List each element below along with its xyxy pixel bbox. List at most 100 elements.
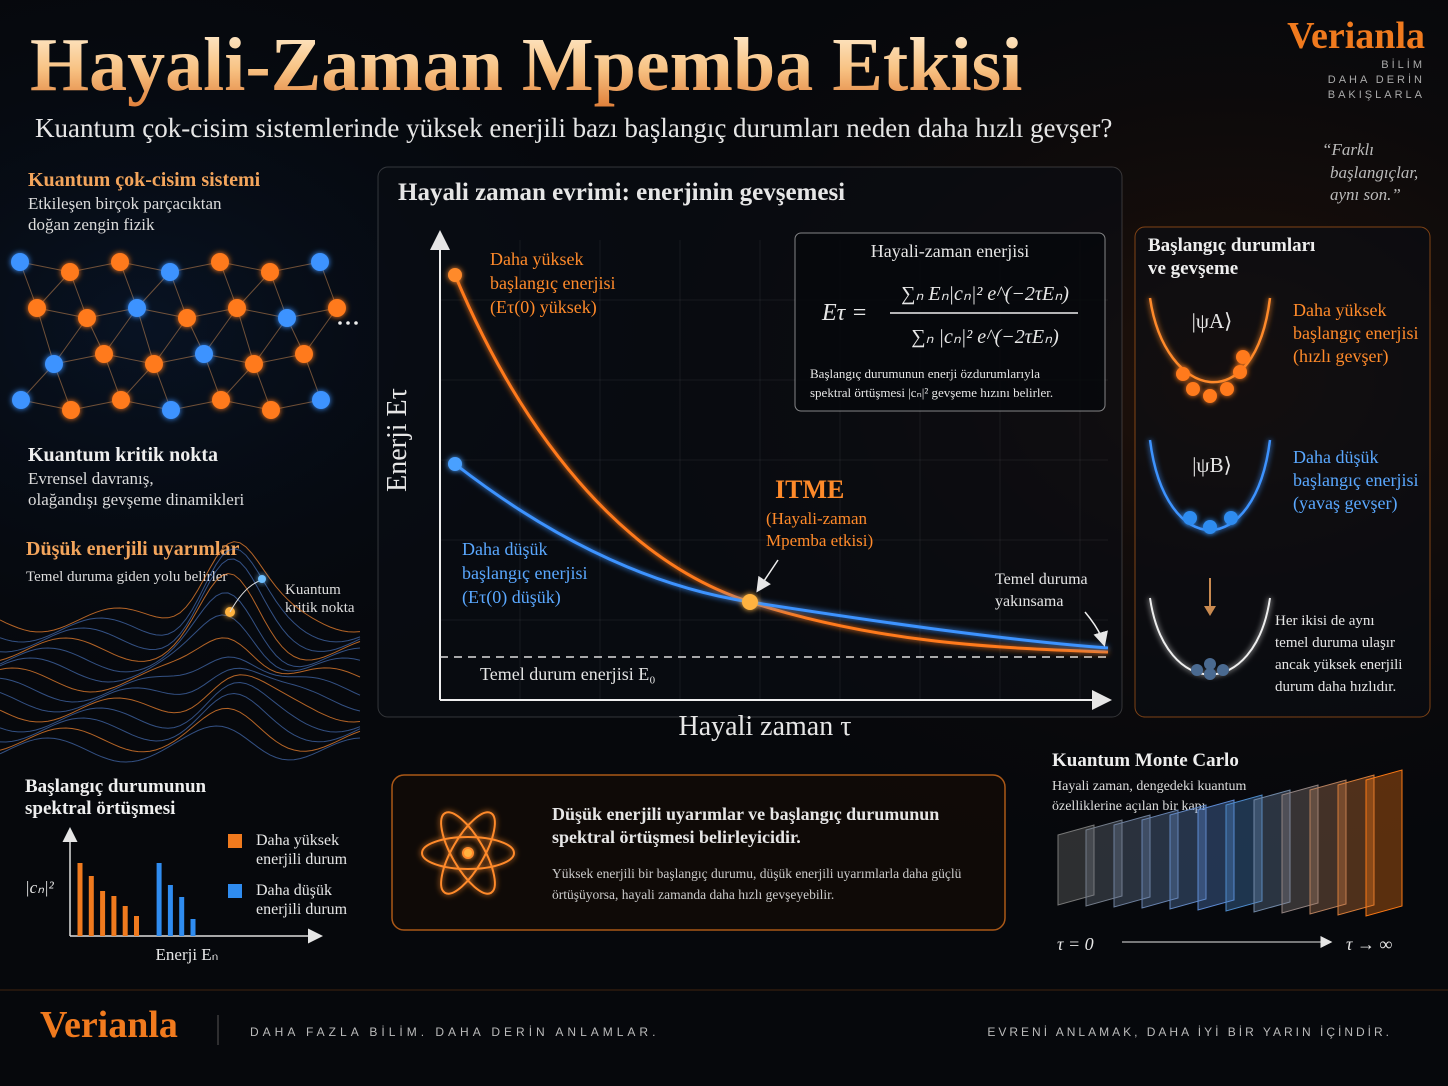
- lattice-bond: [303, 307, 338, 355]
- particles: [1191, 658, 1229, 680]
- legend-label: enerjili durum: [256, 851, 348, 868]
- crossing-point: [742, 594, 758, 610]
- ground-label: Temel durum enerjisi E₀: [480, 664, 655, 684]
- mesh-line: [0, 656, 361, 703]
- panel: [1134, 226, 1431, 718]
- curve-label: Daha düşük: [462, 539, 547, 559]
- section-desc: Temel duruma giden yolu belirler: [26, 569, 227, 585]
- tagline: BİLİM: [1381, 58, 1425, 71]
- panel-title: ve gevşeme: [1148, 258, 1238, 279]
- imaginary-time-slices: [1057, 769, 1403, 917]
- quote: aynı son.”: [1330, 185, 1401, 204]
- time-slice: [1141, 809, 1179, 909]
- particles: [1176, 350, 1250, 403]
- insight-box: [391, 774, 1006, 931]
- bar: [77, 863, 83, 936]
- tau-start: τ = 0: [1057, 934, 1094, 954]
- formula-lhs: Eτ =: [821, 300, 867, 326]
- tagline: BAKIŞLARLA: [1328, 89, 1425, 101]
- potential-well: [1148, 297, 1272, 384]
- time-slice: [1337, 774, 1375, 916]
- lattice-site: [78, 309, 96, 327]
- chart-title: spektral örtüşmesi: [25, 798, 175, 819]
- mesh-line: [0, 572, 361, 662]
- lattice-site: [145, 355, 163, 373]
- state-desc: Daha düşük: [1293, 447, 1378, 467]
- itme-title: ITME: [775, 475, 844, 504]
- mesh-line: [0, 541, 361, 633]
- bar: [179, 897, 185, 936]
- chart-title: Başlangıç durumunun: [25, 776, 207, 797]
- insight-desc: örtüşüyorsa, hayali zamanda daha hızlı g…: [552, 887, 834, 902]
- lattice-site: [61, 263, 79, 281]
- ellipsis-dot: [354, 321, 358, 325]
- footer-tagline: DAHA FAZLA BİLİM. DAHA DERİN ANLAMLAR.: [250, 1025, 659, 1039]
- lattice-bond: [103, 307, 138, 355]
- bar: [88, 876, 94, 936]
- legend-swatch: [228, 834, 242, 848]
- annotation: yakınsama: [995, 593, 1063, 610]
- lattice-site: [295, 345, 313, 363]
- annotation: Kuantum: [285, 582, 341, 598]
- formula-title: Hayali-zaman enerjisi: [871, 241, 1029, 261]
- start-point: [448, 268, 462, 282]
- time-slice: [1113, 814, 1151, 908]
- footer-tagline: EVRENİ ANLAMAK, DAHA İYİ BİR YARIN İÇİND…: [987, 1025, 1392, 1039]
- time-slice: [1225, 794, 1263, 912]
- section-title: Düşük enerjili uyarımlar: [26, 538, 239, 560]
- lattice-site: [211, 253, 229, 271]
- arrow: [756, 559, 779, 593]
- time-slice: [1085, 819, 1123, 907]
- mesh-line: [0, 674, 361, 723]
- particles: [1183, 511, 1238, 534]
- lattice-site: [311, 253, 329, 271]
- conclusion: durum daha hızlıdır.: [1275, 679, 1396, 695]
- time-slice: [1309, 779, 1347, 915]
- annotation: Temel duruma: [995, 571, 1088, 588]
- footer-brand: Verianla: [40, 1004, 178, 1046]
- x-axis-label: Enerji Eₙ: [156, 945, 219, 964]
- panel-title: Hayali zaman evrimi: enerjinin gevşemesi: [398, 179, 845, 206]
- insight-title: Düşük enerjili uyarımlar ve başlangıç du…: [552, 804, 939, 824]
- time-slice: [1057, 824, 1095, 906]
- curve-label: başlangıç enerjisi: [462, 563, 587, 583]
- bar-chart: Daha yüksek enerjili durum Daha düşük enerj…: [77, 832, 348, 936]
- quote: başlangıçlar,: [1330, 163, 1418, 182]
- state-desc: (yavaş gevşer): [1293, 493, 1397, 514]
- lattice-site: [161, 263, 179, 281]
- lattice-site: [111, 253, 129, 271]
- critical-point: [258, 575, 266, 583]
- title: Hayali-Zaman Mpemba Etkisi: [30, 23, 1022, 107]
- lattice-bond: [153, 317, 188, 365]
- formula-numerator: ∑ₙ Eₙ|cₙ|² e^(−2τEₙ): [901, 283, 1069, 305]
- ellipsis-dot: [346, 321, 350, 325]
- ket: |ψB⟩: [1192, 453, 1232, 477]
- section-title: Kuantum çok-cisim sistemi: [28, 169, 261, 191]
- bar: [111, 896, 117, 936]
- mesh-line: [0, 692, 361, 743]
- time-slice: [1197, 799, 1235, 911]
- mesh-line: [0, 614, 361, 683]
- legend-swatch: [228, 884, 242, 898]
- lattice-site: [11, 253, 29, 271]
- lattice-bond: [53, 317, 88, 365]
- tau-end: τ → ∞: [1346, 934, 1392, 954]
- y-axis-label: Enerji Eτ: [382, 388, 413, 492]
- section-desc: Hayali zaman, dengedeki kuantum: [1052, 779, 1246, 794]
- brand: Verianla: [1287, 15, 1425, 57]
- time-slice: [1253, 789, 1291, 913]
- lattice-site: [328, 299, 346, 317]
- lattice-bond: [253, 317, 288, 365]
- bar: [100, 891, 106, 936]
- ket: |ψA⟩: [1192, 309, 1233, 333]
- mesh-line: [0, 681, 361, 733]
- mesh-line: [0, 548, 361, 643]
- lattice-site: [245, 355, 263, 373]
- lattice-bond: [203, 307, 238, 355]
- legend-label: enerjili durum: [256, 901, 348, 918]
- mesh-line: [0, 592, 361, 673]
- state-desc: Daha yüksek: [1293, 300, 1386, 320]
- bar: [167, 885, 173, 936]
- lattice-site: [212, 391, 230, 409]
- arrow-head: [1204, 606, 1216, 616]
